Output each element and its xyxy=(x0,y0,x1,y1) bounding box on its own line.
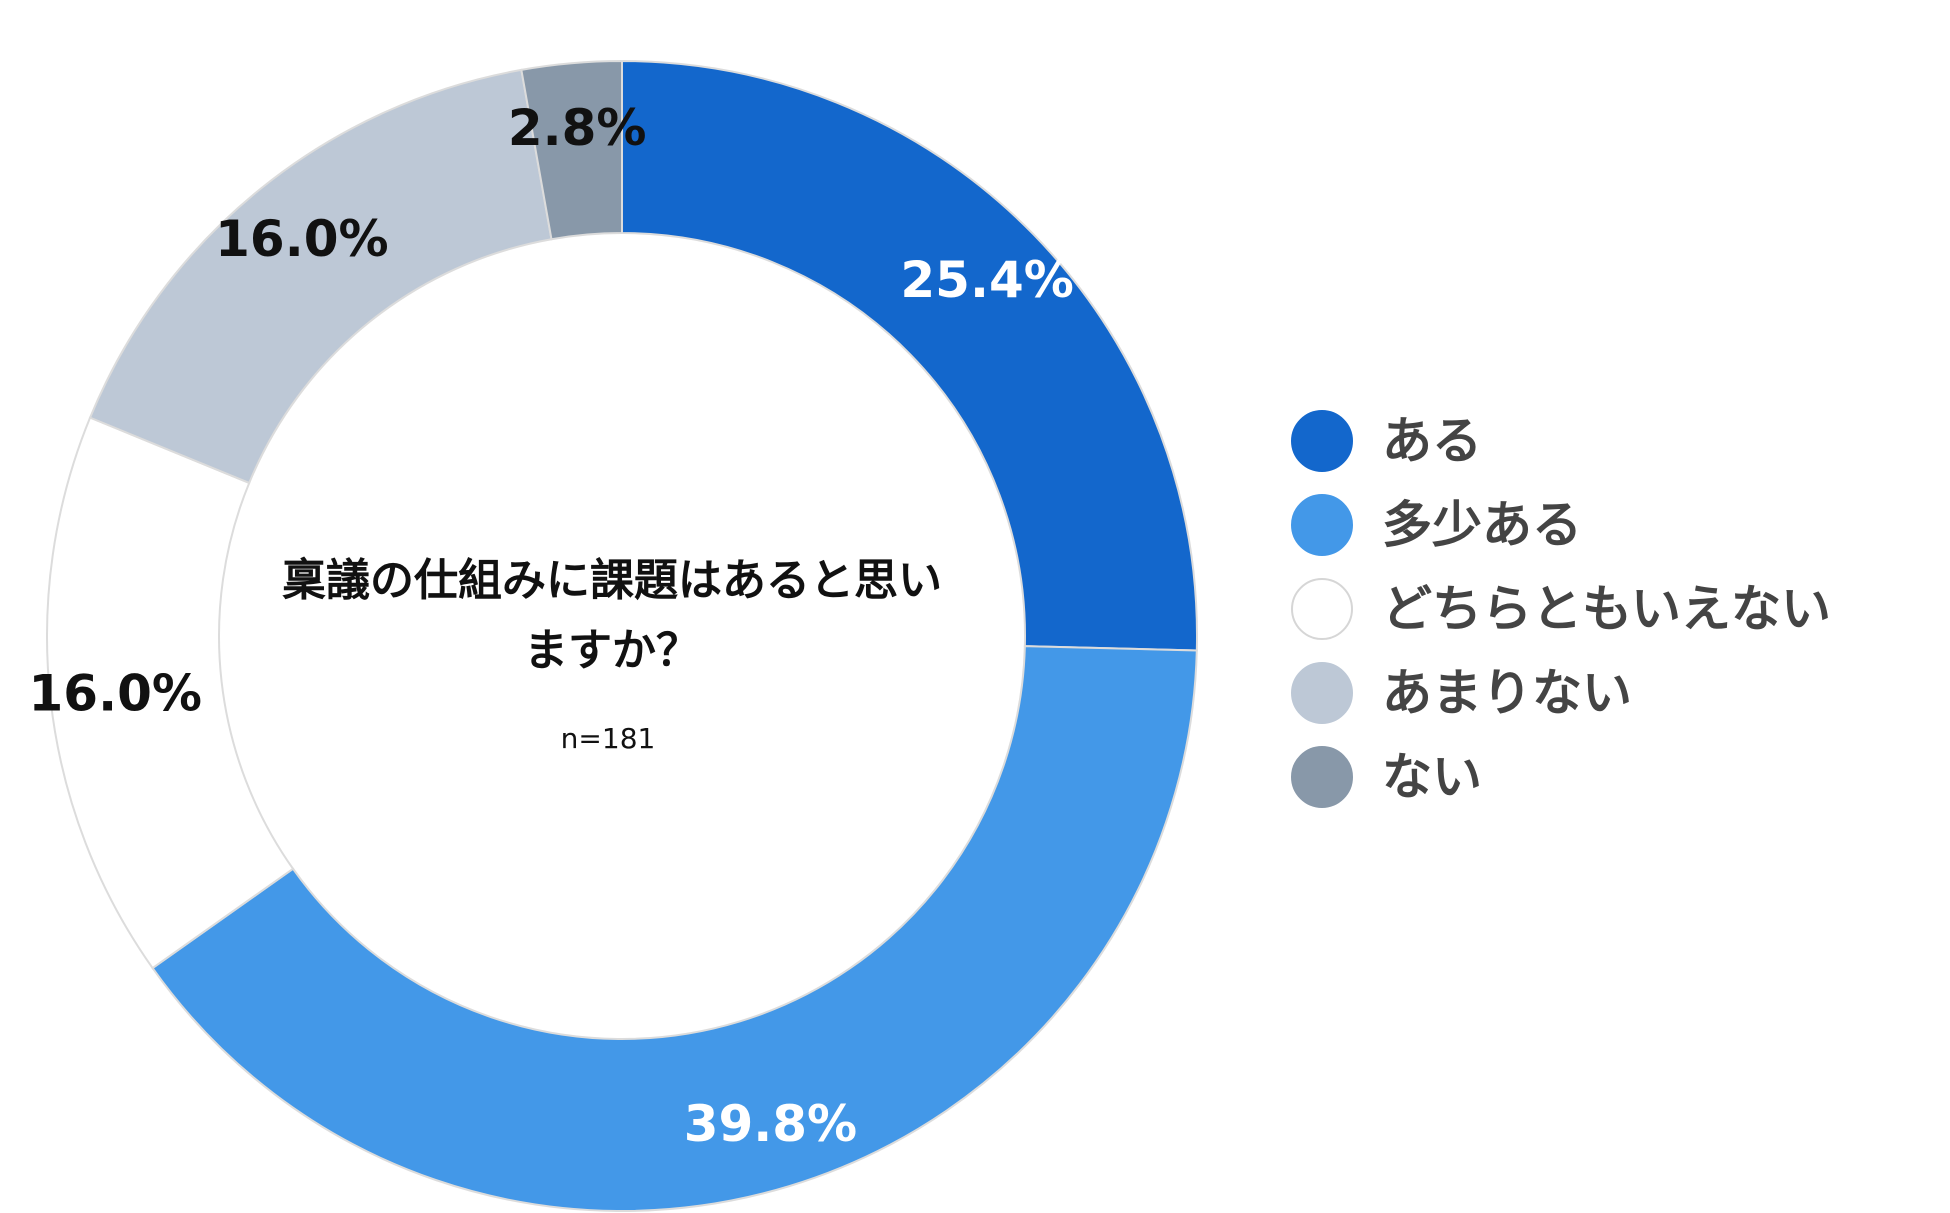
slice-2-value-label: 39.8% xyxy=(684,1095,857,1153)
legend-swatch-2 xyxy=(1291,494,1353,556)
slice-2-segment xyxy=(151,645,1198,1212)
legend-label-1: ある xyxy=(1382,412,1482,470)
slice-4-value-label: 16.0% xyxy=(215,210,388,268)
legend-swatch-4 xyxy=(1291,662,1353,724)
legend-swatch-3 xyxy=(1291,578,1353,640)
chart-title-line-1: 稟議の仕組みに課題はあると思い xyxy=(282,555,942,606)
donut-center: 稟議の仕組みに課題はあると思い ますか？ n=181 xyxy=(282,555,942,755)
legend-label-5: ない xyxy=(1382,748,1482,806)
legend-label-2: 多少ある xyxy=(1382,496,1582,554)
chart-title-line-2: ますか？ xyxy=(524,625,700,676)
legend-swatch-5 xyxy=(1291,746,1353,808)
legend-label-3: どちらともいえない xyxy=(1382,580,1831,638)
slice-5-value-label: 2.8% xyxy=(508,99,647,157)
slice-labels: 25.4% 39.8% 16.0% 16.0% 2.8% xyxy=(29,99,1074,1153)
slice-1-value-label: 25.4% xyxy=(900,251,1073,309)
slice-3-value-label: 16.0% xyxy=(29,665,202,723)
donut-slices xyxy=(46,59,1198,1212)
legend-label-4: あまりない xyxy=(1382,664,1632,722)
slice-4-segment xyxy=(88,68,553,485)
legend-swatch-1 xyxy=(1291,410,1353,472)
slice-5-segment xyxy=(520,59,623,241)
sample-size-note: n=181 xyxy=(561,722,656,755)
slice-1-segment xyxy=(621,59,1198,652)
